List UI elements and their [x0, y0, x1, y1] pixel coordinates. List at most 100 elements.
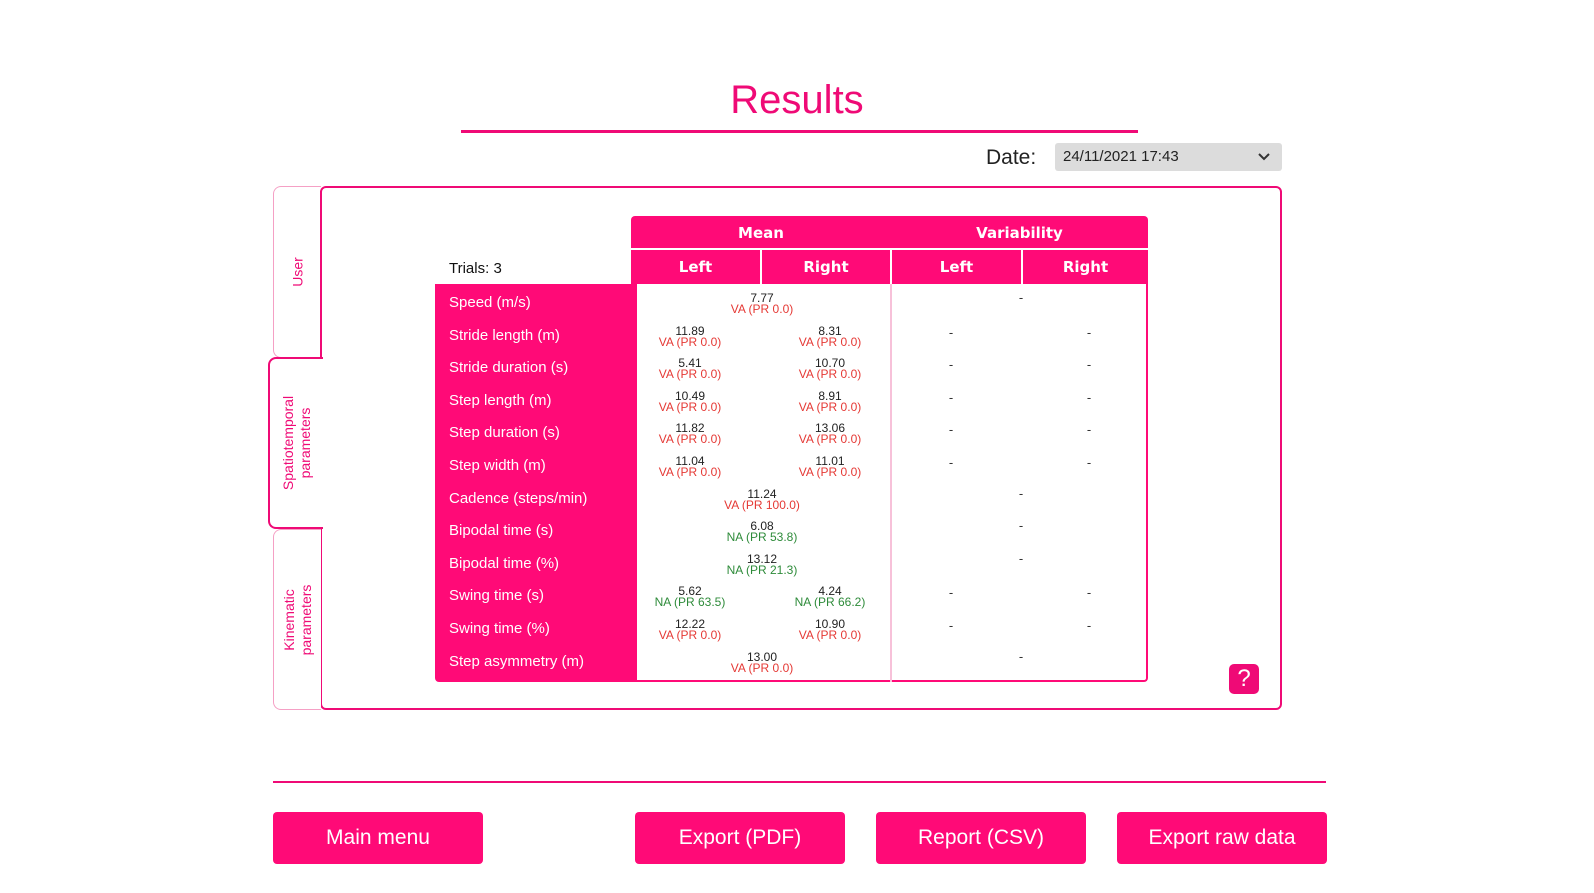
- mean-right-cell-status: VA (PR 0.0): [798, 334, 862, 349]
- header-var-right: Right: [1023, 250, 1148, 284]
- mean-cell-value: 7.77: [750, 291, 774, 305]
- mean-cell: 13.00 VA (PR 0.0): [692, 649, 832, 675]
- mean-cell: 11.24 VA (PR 100.0): [692, 486, 832, 511]
- mean-cell-value: 13.00: [746, 649, 778, 664]
- row-label: Stride duration (s): [449, 359, 569, 377]
- tab-kinematic-label: Kinematic parameters: [281, 584, 315, 655]
- tab-kinematic-label-line2: parameters: [297, 584, 314, 655]
- mean-left-cell-value: 11.04: [675, 454, 705, 468]
- row-label: Step length (m): [449, 391, 552, 409]
- mean-right-cell-value: 13.06: [814, 421, 846, 436]
- title-divider: [461, 130, 1138, 133]
- chevron-down-icon: [1258, 153, 1270, 161]
- variability-cell: -: [1018, 518, 1024, 534]
- variability-left-cell: -: [948, 389, 954, 405]
- mean-right-cell-status: VA (PR 0.0): [798, 399, 862, 414]
- mean-left-cell: 11.89 VA (PR 0.0): [620, 325, 760, 349]
- variability-left-cell: -: [948, 357, 954, 373]
- mean-right-cell: 11.01 VA (PR 0.0): [760, 454, 900, 478]
- mean-left-cell-value: 5.41: [678, 356, 702, 371]
- mean-left-cell-value: 11.82: [675, 421, 705, 436]
- variability-right-cell: -: [1086, 357, 1092, 373]
- results-grid-divider: [890, 284, 892, 682]
- mean-right-cell-status: VA (PR 0.0): [798, 367, 862, 382]
- variability-right-cell: -: [1086, 585, 1092, 601]
- mean-right-cell-value: 4.24: [818, 584, 842, 599]
- mean-cell-value: 13.12: [746, 551, 778, 566]
- mean-right-cell: 8.91 VA (PR 0.0): [760, 390, 900, 414]
- export-pdf-button[interactable]: Export (PDF): [635, 812, 845, 864]
- mean-left-cell: 11.82 VA (PR 0.0): [620, 421, 760, 447]
- variability-left-cell: -: [948, 455, 954, 470]
- row-label: Swing time (s): [449, 587, 545, 605]
- mean-right-cell-value: 11.01: [815, 454, 845, 468]
- row-label: Bipodal time (%): [449, 554, 560, 572]
- variability-right-cell: -: [1086, 324, 1092, 340]
- header-mean-left: Left: [631, 250, 760, 284]
- mean-cell-status: NA (PR 53.8): [726, 530, 798, 545]
- mean-left-cell: 5.41 VA (PR 0.0): [620, 356, 760, 382]
- header-var-left: Left: [892, 250, 1021, 284]
- mean-cell-status: VA (PR 0.0): [730, 660, 794, 675]
- variability-right-cell: -: [1086, 389, 1092, 405]
- header-mean: Mean: [631, 216, 891, 249]
- trials-count: Trials: 3: [449, 260, 502, 277]
- row-label: Step asymmetry (m): [449, 652, 585, 670]
- variability-right-cell: -: [1086, 422, 1092, 438]
- tab-spatiotemporal[interactable]: Spatiotemporal parameters: [268, 357, 323, 529]
- mean-left-cell-status: VA (PR 0.0): [658, 334, 722, 349]
- results-grid: [637, 284, 1148, 682]
- page-title: Results: [730, 78, 864, 122]
- export-raw-data-button[interactable]: Export raw data: [1117, 812, 1327, 864]
- tab-user[interactable]: User: [273, 186, 321, 358]
- tab-user-label: User: [289, 257, 305, 287]
- mean-cell-value: 11.24: [747, 486, 777, 501]
- mean-left-cell-status: NA (PR 63.5): [654, 595, 726, 610]
- row-label: Speed (m/s): [449, 294, 531, 311]
- mean-left-cell-value: 5.62: [678, 584, 702, 599]
- mean-left-cell: 11.04 VA (PR 0.0): [620, 454, 760, 479]
- variability-cell: -: [1018, 648, 1024, 664]
- mean-cell-status: VA (PR 0.0): [730, 302, 794, 316]
- variability-right-cell: -: [1086, 618, 1092, 633]
- row-label: Bipodal time (s): [449, 522, 554, 540]
- main-menu-button[interactable]: Main menu: [273, 812, 483, 864]
- variability-cell: -: [1018, 290, 1024, 305]
- date-select-value: 24/11/2021 17:43: [1063, 148, 1179, 165]
- mean-left-cell-status: VA (PR 0.0): [658, 465, 722, 479]
- mean-right-cell-status: VA (PR 0.0): [798, 432, 862, 447]
- mean-left-cell-value: 10.49: [674, 388, 706, 403]
- mean-left-cell: 12.22 VA (PR 0.0): [620, 617, 760, 641]
- mean-cell: 13.12 NA (PR 21.3): [692, 551, 832, 577]
- mean-right-cell: 10.70 VA (PR 0.0): [760, 357, 900, 382]
- mean-cell: 7.77 VA (PR 0.0): [692, 291, 832, 316]
- mean-right-cell-value: 10.90: [814, 617, 846, 631]
- row-label: Step width (m): [449, 457, 546, 474]
- date-select[interactable]: 24/11/2021 17:43: [1055, 143, 1282, 171]
- mean-left-cell-value: 12.22: [674, 617, 706, 631]
- variability-cell: -: [1018, 550, 1024, 566]
- row-label: Stride length (m): [449, 326, 560, 344]
- tab-spatiotemporal-label-line2: parameters: [296, 407, 313, 479]
- tab-kinematic[interactable]: Kinematic parameters: [273, 529, 321, 710]
- date-label: Date:: [986, 146, 1037, 169]
- mean-right-cell-status: NA (PR 66.2): [794, 595, 866, 610]
- mean-left-cell: 10.49 VA (PR 0.0): [620, 388, 760, 413]
- variability-left-cell: -: [948, 422, 954, 438]
- mean-right-cell: 10.90 VA (PR 0.0): [760, 617, 900, 641]
- tab-kinematic-label-line1: Kinematic: [280, 588, 297, 651]
- mean-left-cell: 5.62 NA (PR 63.5): [620, 584, 760, 610]
- mean-cell-status: NA (PR 21.3): [726, 562, 798, 577]
- row-label: Swing time (%): [449, 620, 550, 637]
- row-label: Cadence (steps/min): [449, 489, 588, 507]
- variability-left-cell: -: [948, 618, 954, 633]
- help-button[interactable]: ?: [1229, 664, 1259, 694]
- variability-left-cell: -: [948, 324, 954, 340]
- mean-left-cell-status: VA (PR 0.0): [658, 432, 722, 447]
- help-icon: ?: [1237, 665, 1251, 692]
- row-label: Step duration (s): [449, 424, 560, 442]
- footer-divider: [273, 781, 1326, 783]
- mean-right-cell: 13.06 VA (PR 0.0): [760, 421, 900, 447]
- report-csv-button[interactable]: Report (CSV): [876, 812, 1086, 864]
- mean-left-cell-status: VA (PR 0.0): [658, 367, 722, 382]
